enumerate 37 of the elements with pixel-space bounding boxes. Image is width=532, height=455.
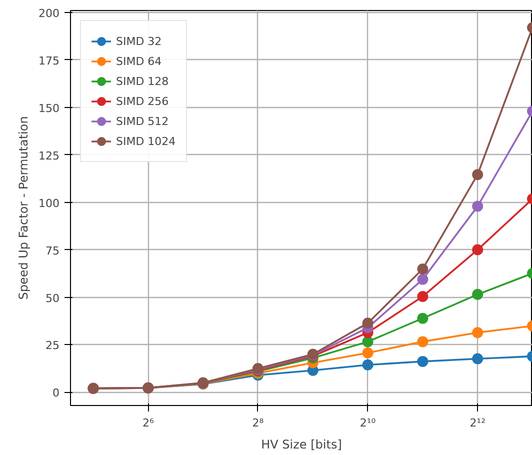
legend-label: SIMD 256 xyxy=(116,94,169,110)
x-axis-title: HV Size [bits] xyxy=(261,438,342,452)
y-tick-label: 150 xyxy=(38,102,60,115)
point xyxy=(417,356,428,367)
point xyxy=(472,244,484,256)
point xyxy=(362,318,374,329)
y-axis-title: Speed Up Factor - Permutation xyxy=(16,116,31,300)
x-tick-label: 2⁶ xyxy=(142,416,154,430)
y-tick-label: 50 xyxy=(46,292,60,305)
y-tick-label: 175 xyxy=(38,54,60,68)
y-tick-label: 100 xyxy=(38,196,60,210)
y-tick-label: 125 xyxy=(38,149,60,162)
point xyxy=(472,200,484,212)
point xyxy=(472,169,484,180)
legend-label: SIMD 512 xyxy=(116,114,169,130)
point xyxy=(417,312,428,324)
point xyxy=(417,291,428,302)
point xyxy=(362,359,374,370)
x-tick-label: 2¹⁰ xyxy=(360,416,376,430)
point xyxy=(362,347,374,358)
point xyxy=(472,353,484,364)
point xyxy=(472,288,484,300)
x-tick-label: 2⁸ xyxy=(252,416,264,430)
point xyxy=(417,263,428,274)
y-tick-label: 25 xyxy=(46,339,60,352)
y-tick-label: 200 xyxy=(38,6,60,20)
point xyxy=(362,336,374,348)
legend-label: SIMD 128 xyxy=(116,74,169,90)
legend-label: SIMD 1024 xyxy=(116,134,176,150)
x-tick-label: 2¹² xyxy=(470,416,486,430)
legend-label: SIMD 64 xyxy=(116,54,162,70)
point xyxy=(417,336,428,348)
point xyxy=(472,327,484,338)
y-tick-label: 75 xyxy=(46,244,60,258)
legend-label: SIMD 32 xyxy=(116,34,162,50)
y-tick-label: 0 xyxy=(52,386,60,400)
point xyxy=(417,274,428,285)
